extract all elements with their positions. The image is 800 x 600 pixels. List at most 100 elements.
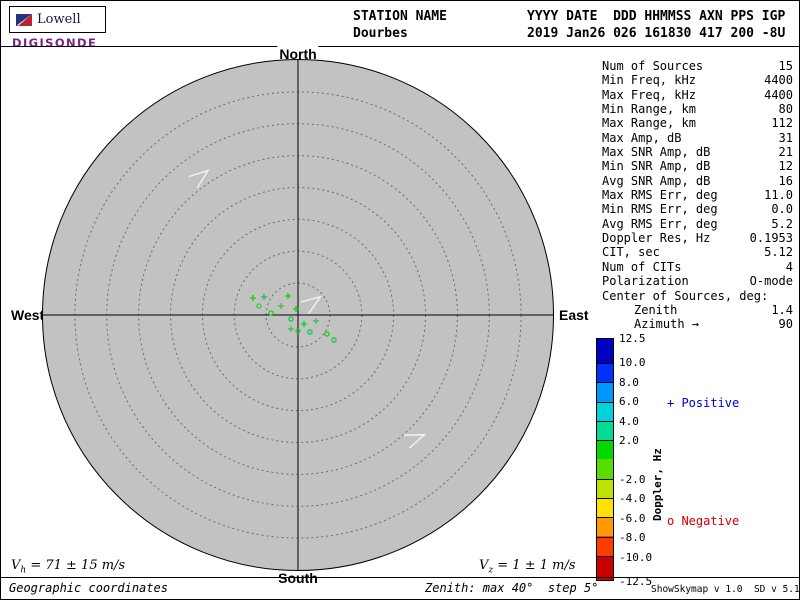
param-row: Num of Sources 15 xyxy=(602,59,793,73)
param-label: Max Freq, kHz xyxy=(602,87,696,102)
param-row: Avg SNR Amp, dB 16 xyxy=(602,174,793,188)
colorbar-segment xyxy=(597,536,613,556)
source-marker-positive-icon xyxy=(285,293,291,299)
param-value: 0.1953 xyxy=(749,231,793,246)
source-marker-positive-icon xyxy=(301,321,307,327)
param-label: Zenith xyxy=(634,302,678,317)
colorbar-segment xyxy=(597,459,613,479)
vz-symbol: V xyxy=(479,558,489,573)
colorbar-tick-label: -8.0 xyxy=(619,531,646,545)
param-value: 31 xyxy=(778,130,793,145)
param-label: Min SNR Amp, dB xyxy=(602,159,711,174)
negative-doppler-legend: o Negative xyxy=(667,514,740,528)
colorbar-segment xyxy=(597,363,613,383)
source-marker-negative-icon xyxy=(324,331,330,337)
param-label: Max RMS Err, deg xyxy=(602,188,718,203)
station-name-value: Dourbes xyxy=(353,26,408,41)
param-row: Min RMS Err, deg 0.0 xyxy=(602,202,793,216)
param-row: CIT, sec 5.12 xyxy=(602,245,793,259)
colorbar-segment xyxy=(597,497,613,518)
colorbar-tick-label: 10.0 xyxy=(619,356,646,370)
param-value: 4400 xyxy=(764,87,793,102)
header-divider xyxy=(1,46,799,47)
param-value: 5.2 xyxy=(771,216,793,231)
source-marker-positive-icon xyxy=(278,303,284,309)
param-label: Max Amp, dB xyxy=(602,130,682,145)
station-name-header: STATION NAME xyxy=(353,9,447,24)
source-marker-negative-icon xyxy=(307,329,313,335)
param-value: 112 xyxy=(771,116,793,131)
param-value: 15 xyxy=(778,59,793,73)
compass-south-label: South xyxy=(276,570,320,586)
colorbar-tick-label: -4.0 xyxy=(619,492,646,506)
colorbar-tick-label: 12.5 xyxy=(619,332,646,345)
positive-doppler-legend: + Positive xyxy=(667,396,740,410)
param-value: 21 xyxy=(778,145,793,160)
param-value: 80 xyxy=(778,102,793,117)
param-label: Num of CITs xyxy=(602,259,682,274)
param-row: Num of CITs 4 xyxy=(602,260,793,274)
colorbar-tick-line xyxy=(597,478,613,480)
colorbar-tick-label: -10.0 xyxy=(619,550,653,564)
skymap-polar-plot xyxy=(42,59,554,571)
param-label: Avg SNR Amp, dB xyxy=(602,173,711,188)
horizontal-velocity-value: Vh = 71 ± 15 m/s xyxy=(11,558,125,576)
colorbar-tick-labels: 12.5 10.0 8.0 6.0 4.0 2.0 -2.0 -4.0 -6.0 -8.0 -10.… xyxy=(619,332,661,588)
colorbar-segment xyxy=(597,382,613,402)
vh-text: = 71 ± 15 m/s xyxy=(26,558,126,573)
source-marker-positive-icon xyxy=(313,318,319,324)
param-value: 5.12 xyxy=(764,245,793,260)
param-label: Polarization xyxy=(602,274,689,289)
param-row: Min Freq, kHz 4400 xyxy=(602,73,793,87)
colorbar-segment xyxy=(597,478,613,498)
param-value: 0.0 xyxy=(771,202,793,217)
param-label: Max Range, km xyxy=(602,116,696,131)
drift-arrow-icon xyxy=(300,295,323,314)
colorbar-tick-line xyxy=(597,363,613,365)
colorbar-tick-label: 4.0 xyxy=(619,414,639,428)
param-row: Polarization O-mode xyxy=(602,274,793,288)
drift-arrows xyxy=(188,169,427,449)
compass-east-label: East xyxy=(557,307,591,323)
param-label: Avg RMS Err, deg xyxy=(602,216,718,231)
param-label: CIT, sec xyxy=(602,245,660,260)
source-marker-positive-icon xyxy=(293,306,299,312)
param-value: 12 xyxy=(778,159,793,174)
param-value: 11.0 xyxy=(764,188,793,203)
datetime-fields-header: YYYY DATE DDD HHMMSS AXN PPS IGP xyxy=(527,9,786,24)
colorbar-tick-line xyxy=(597,498,613,500)
source-marker-positive-icon xyxy=(261,294,267,300)
param-label: Min RMS Err, deg xyxy=(602,202,718,217)
param-row: Max Freq, kHz 4400 xyxy=(602,88,793,102)
param-row: Min SNR Amp, dB 12 xyxy=(602,159,793,173)
param-row: Max Amp, dB 31 xyxy=(602,131,793,145)
colorbar-tick-label: -2.0 xyxy=(619,472,646,486)
software-version-label: ShowSkymap v 1.0 SD v 5.1 xyxy=(651,584,800,595)
colorbar-segment xyxy=(597,339,613,364)
compass-west-label: West xyxy=(9,307,47,323)
param-row: Min Range, km 80 xyxy=(602,102,793,116)
brand-name: Lowell xyxy=(37,12,81,27)
source-markers xyxy=(250,293,337,343)
param-row: Max RMS Err, deg 11.0 xyxy=(602,188,793,202)
vh-symbol: V xyxy=(11,558,21,573)
compass-north-label: North xyxy=(277,46,319,62)
colorbar-tick-label: 6.0 xyxy=(619,395,639,409)
colorbar-tick-label: 8.0 xyxy=(619,375,639,389)
colorbar-tick-label: -12.5 xyxy=(619,575,653,588)
colorbar-title: Doppler, Hz xyxy=(651,448,664,521)
param-row: Doppler Res, Hz 0.1953 xyxy=(602,231,793,245)
vh-subscript: h xyxy=(20,565,27,576)
vz-subscript: z xyxy=(488,565,494,576)
parameters-list: Num of Sources 15 Min Freq, kHz 4400 Max Fre… xyxy=(602,59,793,332)
colorbar-segment xyxy=(597,555,613,580)
source-marker-positive-icon xyxy=(250,295,256,301)
colorbar-tick-line xyxy=(597,382,613,384)
colorbar-tick-label: 2.0 xyxy=(619,434,639,448)
param-row: Max Range, km 112 xyxy=(602,116,793,130)
source-marker-negative-icon xyxy=(268,310,274,316)
param-row: Avg RMS Err, deg 5.2 xyxy=(602,217,793,231)
vertical-velocity-value: Vz = 1 ± 1 m/s xyxy=(479,558,576,576)
param-value: O-mode xyxy=(749,274,793,289)
